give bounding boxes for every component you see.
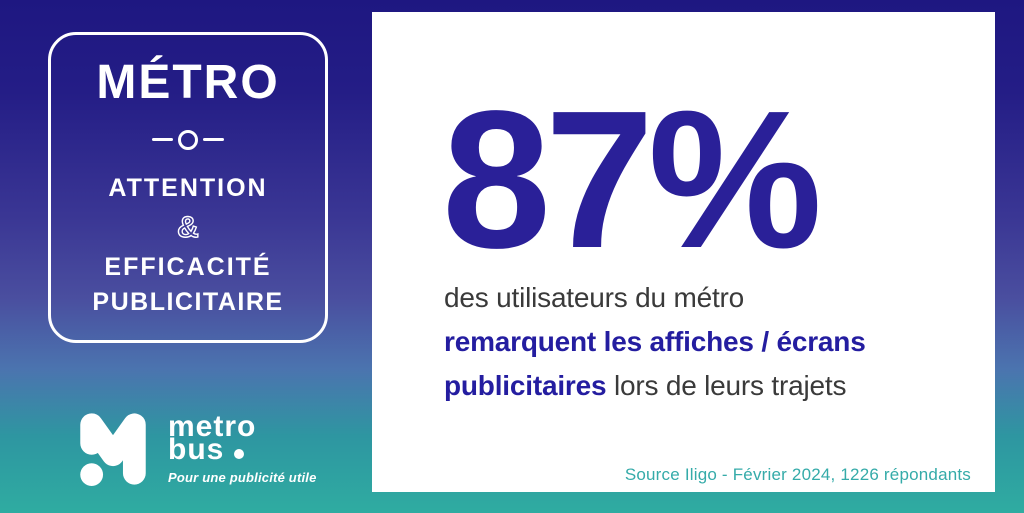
desc-line2-highlight: remarquent les affiches / écrans xyxy=(444,326,866,357)
metrobus-m-icon xyxy=(80,412,146,486)
desc-line3-rest: lors de leurs trajets xyxy=(613,370,847,401)
source-note: Source Iligo - Février 2024, 1226 répond… xyxy=(624,465,971,484)
badge-ampersand: & xyxy=(176,211,199,244)
desc-line3-highlight: publicitaires xyxy=(444,370,607,401)
title-badge: MÉTRO ATTENTION & EFFICACITÉ PUBLICITAIR… xyxy=(48,32,328,343)
badge-topic-efficacite: EFFICACITÉ xyxy=(104,253,272,281)
badge-topic-publicitaire: PUBLICITAIRE xyxy=(92,288,284,316)
metrobus-logo: metro bus Pour une publicité utile xyxy=(80,412,317,486)
logo-tagline: Pour une publicité utile xyxy=(168,470,317,485)
stat-value: 87% xyxy=(442,70,822,289)
badge-topic-attention: ATTENTION xyxy=(108,174,268,202)
logo-dot-icon xyxy=(234,448,245,459)
metro-line-divider-icon xyxy=(51,129,325,150)
badge-title: MÉTRO xyxy=(96,56,280,109)
divider-line-left xyxy=(152,138,173,141)
desc-line1: des utilisateurs du métro xyxy=(444,282,745,313)
stat-description: des utilisateurs du métro remarquent les… xyxy=(444,276,984,408)
stat-card: 87% des utilisateurs du métro remarquent… xyxy=(372,12,995,492)
logo-text: metro bus Pour une publicité utile xyxy=(168,412,317,486)
divider-line-right xyxy=(203,138,224,141)
divider-station-ring xyxy=(178,129,198,150)
logo-brand-line2: bus xyxy=(168,433,225,466)
logo-brand-line1: metro xyxy=(168,410,257,443)
